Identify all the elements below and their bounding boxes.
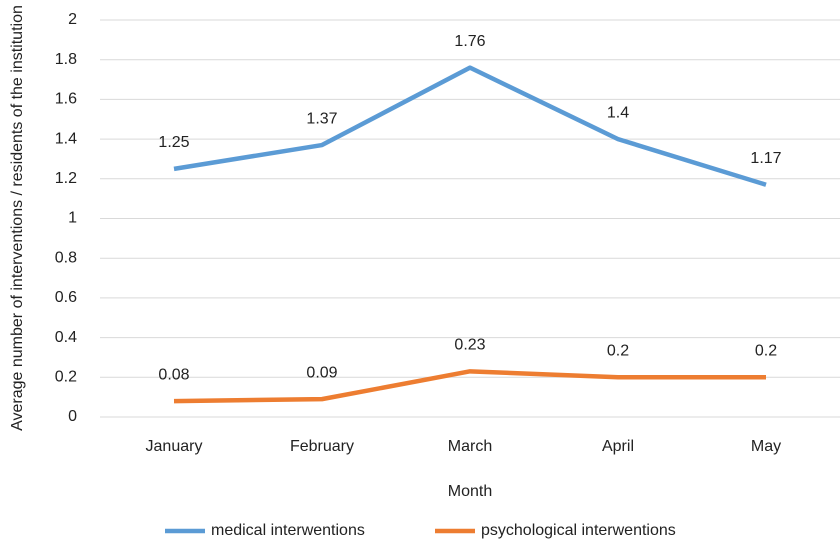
x-tick-label: February: [290, 438, 354, 455]
y-axis-title: Average number of interventions / reside…: [9, 5, 26, 431]
data-label: 1.76: [454, 33, 485, 50]
x-tick-label: January: [146, 438, 203, 455]
data-label: 0.2: [755, 343, 777, 360]
legend-label: medical interwentions: [211, 522, 365, 539]
y-tick-label: 2: [68, 11, 77, 28]
x-axis-title: Month: [448, 483, 492, 500]
data-line: [173, 369, 766, 404]
data-label: 0.08: [158, 366, 189, 383]
data-label: 1.4: [607, 104, 629, 121]
data-label: 0.23: [454, 337, 485, 354]
y-tick-label: 0.8: [55, 249, 77, 266]
x-tick-label: May: [751, 438, 781, 455]
x-tick-label: April: [602, 438, 634, 455]
data-label: 0.09: [306, 364, 337, 381]
y-tick-label: 1: [68, 210, 77, 227]
y-tick-label: 1.4: [55, 130, 77, 147]
y-tick-label: 1.8: [55, 51, 77, 68]
y-tick-label: 0.2: [55, 369, 77, 386]
x-tick-label: March: [448, 438, 492, 455]
legend-label: psychological interwentions: [481, 522, 676, 539]
y-tick-label: 0: [68, 408, 77, 425]
y-tick-label: 1.2: [55, 170, 77, 187]
data-label: 1.25: [158, 134, 189, 151]
data-label: 0.2: [607, 343, 629, 360]
y-tick-label: 1.6: [55, 91, 77, 108]
data-line: [173, 65, 767, 187]
y-tick-label: 0.6: [55, 289, 77, 306]
data-label: 1.17: [750, 150, 781, 167]
y-tick-label: 0.4: [55, 329, 77, 346]
data-label: 1.37: [306, 110, 337, 127]
